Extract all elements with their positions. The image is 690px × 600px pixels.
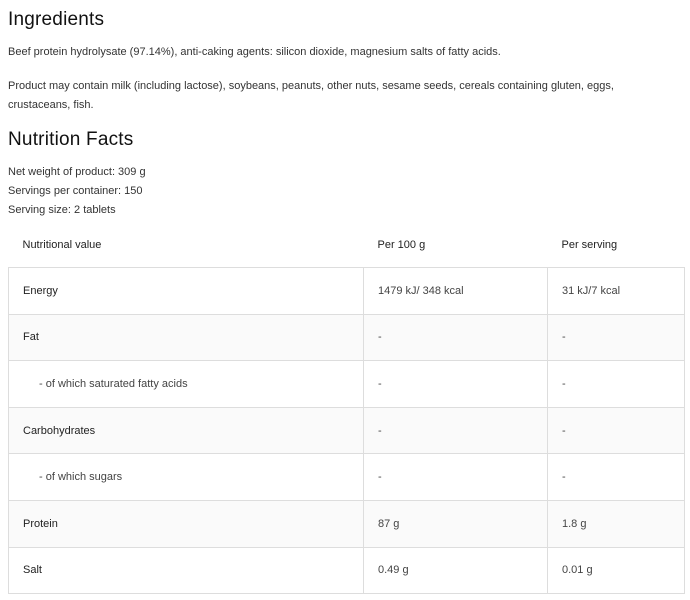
value-per-serving: 1.8 g: [547, 499, 685, 548]
value-per-100g: -: [363, 313, 548, 362]
net-weight: Net weight of product: 309 g: [8, 166, 146, 178]
nutrient-name: - of which sugars: [8, 453, 364, 501]
table-row: Protein 87 g 1.8 g: [8, 499, 685, 548]
value-per-100g: -: [363, 453, 548, 501]
table-header-row: Nutritional value Per 100 g Per serving: [9, 222, 685, 268]
table-row: Salt 0.49 g 0.01 g: [8, 546, 685, 595]
nutrient-name: - of which saturated fatty acids: [8, 360, 364, 408]
header-per-100g: Per 100 g: [377, 238, 426, 251]
value-per-serving: -: [547, 453, 685, 501]
servings-per-container: Servings per container: 150: [8, 185, 143, 197]
value-per-100g: 1479 kJ/ 348 kcal: [363, 267, 548, 315]
nutrition-table: Nutritional value Per 100 g Per serving …: [8, 222, 685, 595]
header-per-serving: Per serving: [561, 238, 618, 251]
ingredients-heading: Ingredients: [8, 9, 105, 30]
value-per-serving: -: [547, 313, 685, 362]
table-row: Carbohydrates - -: [8, 406, 685, 455]
nutrition-heading: Nutrition Facts: [8, 129, 134, 150]
nutrient-name: Energy: [8, 267, 364, 315]
value-per-serving: -: [547, 406, 685, 455]
value-per-serving: 0.01 g: [547, 546, 685, 595]
value-per-100g: 87 g: [363, 499, 548, 548]
value-per-100g: -: [363, 360, 548, 408]
value-per-100g: 0.49 g: [363, 546, 548, 595]
nutrient-name: Carbohydrates: [8, 406, 364, 455]
value-per-serving: -: [547, 360, 685, 408]
ingredients-text: Beef protein hydrolysate (97.14%), anti-…: [8, 46, 501, 58]
header-nutritional-value: Nutritional value: [22, 238, 102, 251]
serving-size: Serving size: 2 tablets: [8, 204, 116, 216]
nutrient-name: Protein: [8, 499, 364, 548]
value-per-serving: 31 kJ/7 kcal: [547, 267, 685, 315]
table-row: Energy 1479 kJ/ 348 kcal 31 kJ/7 kcal: [8, 267, 685, 315]
nutrient-name: Salt: [8, 546, 364, 595]
table-row: - of which sugars - -: [8, 453, 685, 501]
value-per-100g: -: [363, 406, 548, 455]
table-row: Fat - -: [8, 313, 685, 362]
table-row: - of which saturated fatty acids - -: [8, 360, 685, 408]
nutrient-name: Fat: [8, 313, 364, 362]
allergens-text: Product may contain milk (including lact…: [8, 80, 614, 111]
